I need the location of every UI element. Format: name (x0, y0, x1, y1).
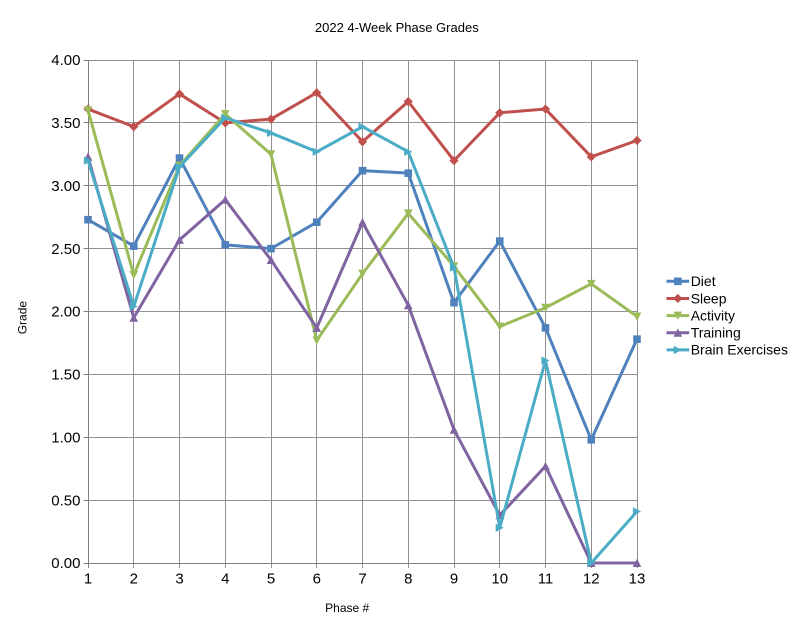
svg-text:0.00: 0.00 (51, 555, 80, 572)
svg-text:4.00: 4.00 (51, 52, 80, 69)
svg-text:2.00: 2.00 (51, 304, 80, 321)
svg-text:3.50: 3.50 (51, 115, 80, 132)
svg-text:Phase #: Phase # (325, 601, 369, 615)
svg-text:Activity: Activity (691, 307, 735, 323)
svg-text:Brain Exercises: Brain Exercises (691, 342, 788, 358)
svg-text:0.50: 0.50 (51, 492, 80, 509)
svg-text:3: 3 (175, 570, 183, 587)
svg-text:2022 4-Week Phase Grades: 2022 4-Week Phase Grades (315, 20, 479, 35)
svg-text:4: 4 (221, 570, 229, 587)
svg-text:Diet: Diet (691, 273, 716, 289)
svg-text:3.00: 3.00 (51, 178, 80, 195)
svg-text:10: 10 (491, 570, 508, 587)
svg-text:2.50: 2.50 (51, 241, 80, 258)
svg-text:13: 13 (629, 570, 646, 587)
svg-text:11: 11 (538, 570, 554, 587)
svg-text:Grade: Grade (16, 301, 30, 335)
svg-text:1.50: 1.50 (51, 367, 80, 384)
svg-text:1: 1 (84, 570, 92, 587)
svg-text:12: 12 (583, 570, 600, 587)
svg-text:8: 8 (404, 570, 412, 587)
svg-text:Training: Training (691, 325, 741, 341)
svg-text:5: 5 (267, 570, 275, 587)
svg-text:2: 2 (130, 570, 138, 587)
svg-text:9: 9 (450, 570, 458, 587)
svg-text:1.00: 1.00 (51, 429, 80, 446)
svg-text:6: 6 (313, 570, 321, 587)
svg-text:7: 7 (358, 570, 366, 587)
svg-text:Sleep: Sleep (691, 290, 727, 306)
